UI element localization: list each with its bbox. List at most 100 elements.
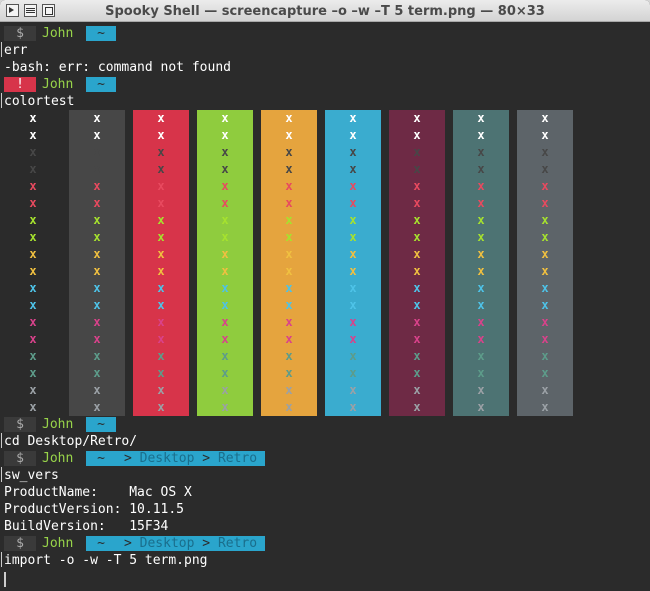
path-desktop: Desktop [139, 451, 195, 466]
terminal-content[interactable]: $ John ~ err -bash: err: command not fou… [0, 23, 650, 591]
colortest-glyph: x [285, 230, 293, 244]
colortest-glyph: x [285, 400, 293, 414]
list-icon[interactable] [24, 4, 37, 17]
colortest-glyph: x [221, 332, 229, 346]
colortest-glyph: x [413, 400, 421, 414]
colortest-glyph: x [93, 349, 101, 363]
line-marker [1, 552, 2, 567]
colortest-glyph: x [93, 264, 101, 278]
colortest-glyph: x [541, 315, 549, 329]
title-bar[interactable]: Spooky Shell — screencapture –o –w –T 5 … [0, 0, 650, 22]
output-line: BuildVersion: 15F34 [4, 519, 169, 534]
colortest-glyph: x [477, 145, 485, 159]
titlebar-icons [6, 4, 55, 17]
colortest-glyph: x [285, 281, 293, 295]
colortest-glyph: x [477, 332, 485, 346]
colortest-glyph: x [349, 281, 357, 295]
command-text: err [4, 43, 28, 58]
colortest-glyph: x [477, 230, 485, 244]
path-separator: > [124, 536, 132, 551]
colortest-glyph: x [349, 332, 357, 346]
colortest-glyph: x [221, 111, 229, 125]
home-segment: ~ [86, 26, 116, 41]
user-segment: John [36, 26, 86, 41]
colortest-glyph: x [413, 162, 421, 176]
prompt-line: $ John ~ [4, 26, 116, 41]
colortest-glyph: x [477, 349, 485, 363]
colortest-glyph: x [541, 281, 549, 295]
colortest-glyph: x [285, 247, 293, 261]
run-icon[interactable] [6, 4, 19, 17]
colortest-glyph: x [349, 213, 357, 227]
colortest-glyph: x [285, 162, 293, 176]
colortest-glyph: x [477, 213, 485, 227]
colortest-glyph: x [93, 179, 101, 193]
colortest-glyph: x [93, 213, 101, 227]
line-marker [1, 467, 2, 482]
colortest-glyph: x [541, 145, 549, 159]
text-cursor [4, 572, 6, 587]
colortest-glyph: x [29, 111, 37, 125]
colortest-glyph: x [349, 315, 357, 329]
colortest-glyph: x [349, 179, 357, 193]
prompt-line: $ John ~ [4, 417, 116, 432]
colortest-glyph: x [285, 111, 293, 125]
colortest-glyph: x [29, 247, 37, 261]
colortest-glyph: x [29, 400, 37, 414]
colortest-glyph: x [541, 128, 549, 142]
colortest-glyph: x [93, 281, 101, 295]
colortest-glyph: x [477, 111, 485, 125]
colortest-glyph: x [157, 247, 165, 261]
colortest-glyph: x [285, 179, 293, 193]
colortest-glyph: x [93, 332, 101, 346]
colortest-glyph: x [93, 366, 101, 380]
colortest-glyph: x [157, 400, 165, 414]
colortest-glyph: x [541, 162, 549, 176]
colortest-glyph: x [541, 179, 549, 193]
home-segment: ~ [86, 451, 116, 466]
user-segment: John [36, 77, 86, 92]
colortest-glyph: x [477, 247, 485, 261]
colortest-glyph: x [157, 366, 165, 380]
colortest-glyph: x [221, 230, 229, 244]
colortest-glyph: x [29, 145, 37, 159]
colortest-glyph: x [541, 332, 549, 346]
colortest-glyph: x [541, 383, 549, 397]
window-icon[interactable] [42, 4, 55, 17]
colortest-glyph: x [29, 349, 37, 363]
status-segment: $ [4, 451, 36, 466]
colortest-glyph: x [221, 264, 229, 278]
colortest-glyph: x [29, 315, 37, 329]
colortest-glyph: x [477, 264, 485, 278]
home-segment: ~ [86, 77, 116, 92]
colortest-glyph: x [477, 162, 485, 176]
colortest-glyph: x [221, 128, 229, 142]
colortest-glyph: x [541, 213, 549, 227]
colortest-glyph: x [349, 128, 357, 142]
colortest-glyph: x [413, 264, 421, 278]
colortest-glyph: x [413, 128, 421, 142]
colortest-glyph: x [413, 366, 421, 380]
colortest-glyph: x [29, 128, 37, 142]
colortest-glyph: x [285, 196, 293, 210]
colortest-glyph: x [157, 230, 165, 244]
colortest-glyph: x [29, 264, 37, 278]
command-text: sw_vers [4, 468, 59, 483]
colortest-glyph: x [157, 111, 165, 125]
colortest-glyph: x [29, 332, 37, 346]
colortest-glyph: x [157, 332, 165, 346]
colortest-glyph: x [93, 298, 101, 312]
colortest-glyph: x [221, 281, 229, 295]
colortest-glyph: x [413, 332, 421, 346]
colortest-glyph: x [221, 349, 229, 363]
colortest-glyph: x [221, 400, 229, 414]
colortest-glyph: x [541, 196, 549, 210]
output-line: ProductName: Mac OS X [4, 485, 192, 500]
colortest-glyph: x [93, 230, 101, 244]
colortest-glyph: x [93, 383, 101, 397]
status-segment: $ [4, 536, 36, 551]
